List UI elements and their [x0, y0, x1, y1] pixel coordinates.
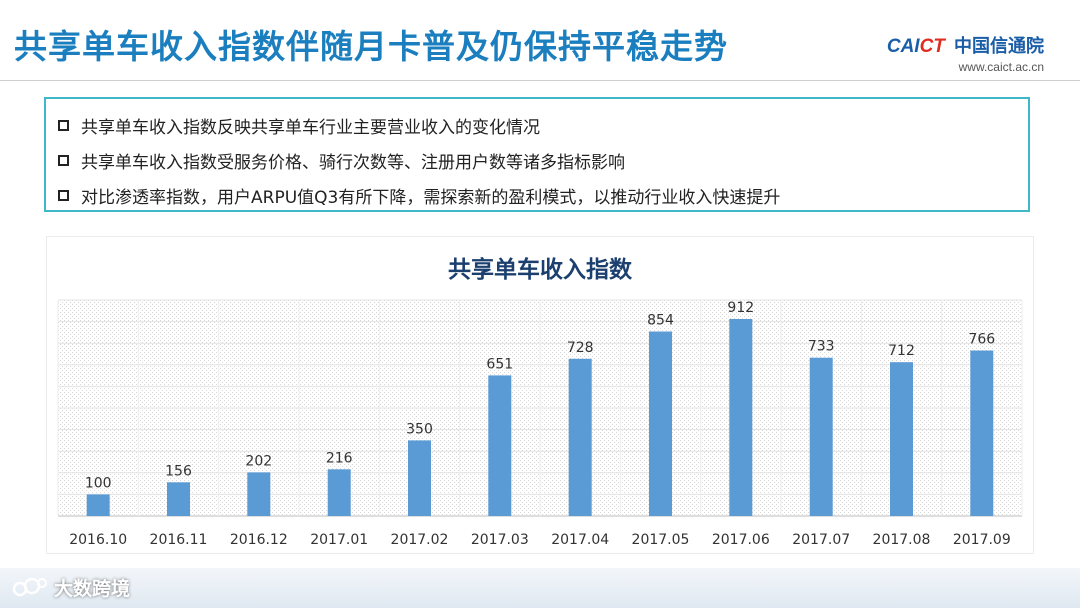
title-divider [0, 80, 1080, 81]
bar-2017.02 [408, 440, 431, 516]
data-label: 728 [567, 340, 594, 356]
bar-2017.06 [729, 319, 753, 516]
data-label: 216 [326, 450, 353, 466]
watermark-logo-icon [12, 577, 47, 596]
data-label: 350 [406, 421, 433, 437]
chart-title: 共享单车收入指数 [448, 257, 632, 283]
logo-name: 中国信通院 [954, 36, 1044, 57]
bar-2017.05 [649, 331, 672, 516]
x-tick-label: 2016.11 [150, 532, 208, 548]
logo-url: www.caict.ac.cn [958, 60, 1044, 74]
bar-2017.07 [809, 357, 833, 516]
bullet-square-icon [58, 189, 69, 201]
bar-2017.01 [327, 469, 351, 516]
bullet-box: 共享单车收入指数反映共享单车行业主要营业收入的变化情况 共享单车收入指数受服务价… [44, 97, 1030, 212]
bullet-item: 对比渗透率指数，用户ARPU值Q3有所下降，需探索新的盈利模式，以推动行业收入快… [58, 183, 781, 208]
bar-2017.08 [890, 362, 913, 516]
data-label: 733 [808, 339, 835, 355]
bar-2016.11 [167, 482, 190, 516]
bar-2016.10 [86, 494, 110, 516]
bullet-square-icon [58, 154, 69, 166]
logo-mark-left: CAI [886, 36, 920, 57]
bar-2016.12 [247, 472, 271, 516]
x-tick-label: 2017.01 [310, 532, 368, 548]
logo-mark-right: CT [919, 36, 945, 57]
data-label: 202 [245, 453, 272, 469]
data-label: 766 [968, 332, 995, 348]
x-tick-label: 2017.05 [632, 532, 690, 548]
x-tick-label: 2017.08 [873, 532, 931, 548]
x-tick-label: 2017.06 [712, 532, 770, 548]
x-tick-label: 2017.09 [953, 532, 1011, 548]
logo-mark: CAICT [887, 36, 945, 57]
bullet-square-icon [58, 119, 69, 131]
data-label: 712 [888, 343, 915, 359]
bullet-text: 共享单车收入指数反映共享单车行业主要营业收入的变化情况 [81, 117, 540, 138]
x-tick-label: 2017.03 [471, 532, 529, 548]
bullet-text: 共享单车收入指数受服务价格、骑行次数等、注册用户数等诸多指标影响 [81, 152, 625, 173]
x-tick-label: 2016.12 [230, 532, 288, 548]
bar-2017.09 [970, 350, 994, 516]
x-tick-label: 2017.02 [391, 532, 449, 548]
data-label: 651 [486, 356, 513, 372]
bar-2017.03 [488, 375, 512, 516]
data-label: 854 [647, 313, 674, 329]
x-tick-label: 2017.07 [792, 532, 850, 548]
x-tick-label: 2016.10 [69, 532, 127, 548]
data-label: 156 [165, 463, 192, 479]
bullet-text: 对比渗透率指数，用户ARPU值Q3有所下降，需探索新的盈利模式，以推动行业收入快… [81, 187, 781, 208]
bullet-item: 共享单车收入指数受服务价格、骑行次数等、注册用户数等诸多指标影响 [58, 148, 625, 173]
bar-2017.04 [568, 358, 592, 516]
data-label: 100 [85, 475, 112, 491]
data-label: 912 [727, 300, 754, 316]
bullet-item: 共享单车收入指数反映共享单车行业主要营业收入的变化情况 [58, 113, 540, 138]
caict-logo: CAICT 中国信通院 www.caict.ac.cn [887, 32, 1044, 74]
watermark: 大数跨境 [12, 574, 130, 601]
watermark-text: 大数跨境 [54, 578, 131, 600]
slide-title: 共享单车收入指数伴随月卡普及仍保持平稳走势 [14, 27, 728, 66]
bottom-bar [0, 568, 1080, 608]
x-tick-label: 2017.04 [551, 532, 609, 548]
